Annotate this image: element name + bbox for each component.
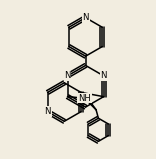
Text: NH: NH <box>78 94 91 103</box>
Text: N: N <box>100 71 107 80</box>
Text: N: N <box>82 13 89 22</box>
Text: N: N <box>44 107 51 116</box>
Text: N: N <box>64 71 71 80</box>
